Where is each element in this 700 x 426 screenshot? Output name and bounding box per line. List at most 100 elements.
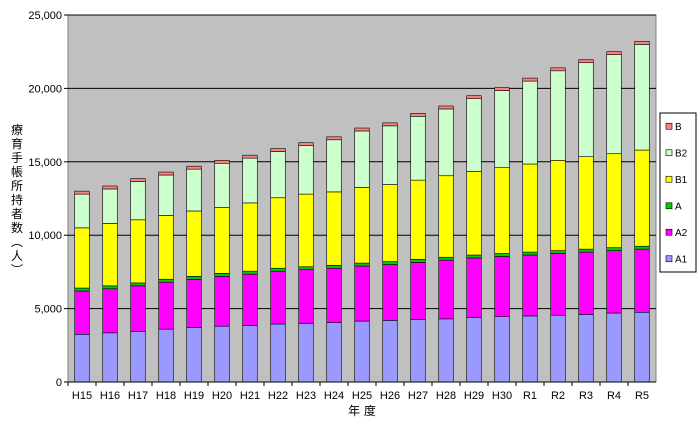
bar-segment-a2 [578, 251, 594, 315]
bar-segment-a1 [354, 320, 370, 383]
bar-segment-b1 [186, 210, 202, 277]
bar-segment-b [214, 160, 230, 164]
y-tick-label: 25,000 [28, 10, 62, 22]
bar-segment-a2 [550, 253, 566, 316]
bar-segment-a [494, 253, 510, 257]
legend-swatch-a1 [665, 255, 673, 263]
bar-segment-a [382, 261, 398, 265]
y-axis-title-char: 者 [11, 207, 23, 221]
bar-segment-a2 [158, 281, 174, 330]
x-tick-label: H15 [72, 390, 92, 402]
x-tick-label: H18 [156, 390, 176, 402]
bar-segment-b [578, 59, 594, 64]
bar-segment-a2 [214, 276, 230, 327]
bar-segment-a2 [298, 269, 314, 324]
bar-segment-a2 [438, 259, 454, 320]
y-axis-title-char: 所 [11, 179, 23, 193]
bar-segment-a [410, 259, 426, 263]
bar-segment-a1 [438, 318, 454, 383]
bar-segment-a1 [214, 325, 230, 383]
bar-segment-b1 [438, 175, 454, 258]
bar-segment-b2 [354, 130, 370, 188]
x-tick-label: H23 [296, 390, 316, 402]
x-tick-label: H25 [352, 390, 372, 402]
bar-segment-a [438, 256, 454, 261]
bar-segment-b1 [382, 184, 398, 262]
x-tick-label: H22 [268, 390, 288, 402]
bar-segment-b [158, 171, 174, 176]
bar-segment-b [494, 87, 510, 91]
bar-segment-b1 [466, 171, 482, 256]
bar-segment-b1 [158, 215, 174, 280]
bar-segment-b1 [102, 223, 118, 287]
x-tick-label: H16 [100, 390, 120, 402]
bar-segment-a1 [522, 315, 538, 383]
bar-segment-a [466, 254, 482, 259]
bar-segment-b [74, 190, 90, 195]
bar-segment-b [354, 127, 370, 132]
bar-segment-a2 [410, 262, 426, 320]
bar-segment-b1 [214, 207, 230, 274]
y-tick-label: 10,000 [28, 230, 62, 242]
y-axis-title-char: 育 [11, 136, 23, 151]
y-axis-title-char: 療 [11, 123, 23, 137]
bar-segment-a2 [466, 257, 482, 318]
bar-segment-a [634, 245, 650, 250]
legend-label-b: B [675, 122, 682, 133]
bar-segment-b [466, 95, 482, 99]
bar-segment-a2 [186, 278, 202, 328]
bar-segment-b [242, 154, 258, 159]
bar-segment-a2 [74, 290, 90, 335]
bar-segment-a [550, 250, 566, 254]
bar-segment-a2 [522, 254, 538, 317]
x-tick-label: R4 [607, 390, 621, 402]
bar-segment-b1 [494, 167, 510, 254]
bar-segment-b [298, 142, 314, 146]
bar-segment-b1 [242, 202, 258, 272]
bar-segment-b2 [130, 181, 146, 221]
bar-segment-b [550, 67, 566, 72]
y-axis-title-char: 人 [11, 249, 23, 263]
x-tick-label: H19 [184, 390, 204, 402]
bar-segment-a2 [242, 273, 258, 326]
x-tick-label: H17 [128, 390, 148, 402]
bar-segment-a1 [270, 323, 286, 383]
bar-segment-a [606, 247, 622, 251]
bar-segment-b1 [298, 193, 314, 268]
bar-segment-b1 [326, 191, 342, 266]
y-axis-ticks: 0 5,000 10,000 15,000 20,000 25,000 [28, 10, 68, 389]
bar-segment-a1 [130, 331, 146, 383]
x-tick-label: H28 [436, 390, 456, 402]
y-tick-label: 15,000 [28, 157, 62, 169]
x-tick-label: H30 [492, 390, 512, 402]
bar-segment-b1 [634, 149, 650, 247]
bar-segment-b1 [410, 179, 426, 260]
bar-segment-b2 [74, 193, 90, 229]
bar-segment-a [186, 276, 202, 280]
bar-segment-b [522, 77, 538, 82]
bar-segment-a [158, 278, 174, 283]
bar-segment-a2 [606, 250, 622, 314]
bar-segment-b1 [578, 156, 594, 250]
y-axis-title-char: 手 [11, 151, 23, 165]
legend-swatch-a2 [665, 228, 673, 236]
y-axis-title-char: ︶ [11, 263, 23, 277]
bar-segment-a1 [410, 319, 426, 383]
bar-segment-a1 [298, 322, 314, 383]
bars [74, 41, 650, 383]
y-tick-label: 0 [56, 377, 62, 389]
bar-segment-b [634, 41, 650, 45]
bar-segment-a1 [102, 332, 118, 383]
bar-segment-b2 [550, 70, 566, 161]
bar-segment-b1 [550, 160, 566, 251]
bar-segment-a2 [102, 288, 118, 334]
bar-segment-a2 [354, 265, 370, 322]
bar-segment-a1 [634, 311, 650, 383]
bar-segment-a1 [550, 314, 566, 383]
bar-segment-b [270, 148, 286, 152]
bar-segment-a1 [578, 314, 594, 383]
bar-segment-a2 [382, 264, 398, 321]
bar-segment-a2 [326, 267, 342, 323]
